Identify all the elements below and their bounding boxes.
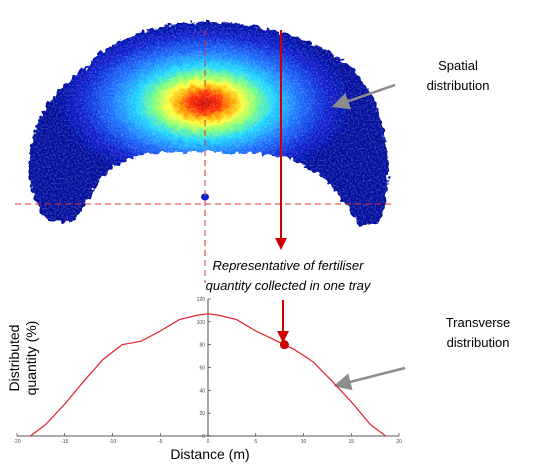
y-axis-label-line1: Distributed (6, 298, 23, 418)
x-tick-label: -10 (109, 439, 116, 445)
transverse-pointer-arrow (342, 368, 405, 384)
tray-point-marker (280, 340, 289, 349)
x-tick-label: 15 (348, 439, 354, 445)
x-tick-label: 20 (396, 439, 402, 445)
y-tick-label: 100 (197, 320, 206, 326)
representative-label-line1: Representative of fertiliser (168, 256, 408, 276)
transverse-label-line2: distribution (418, 333, 538, 353)
y-tick-label: 60 (199, 366, 205, 372)
x-tick-label: -15 (61, 439, 68, 445)
y-tick-label: 20 (199, 411, 205, 417)
y-tick-label: 0 (202, 434, 205, 440)
spatial-distribution-label: Spatial distribution (398, 56, 518, 96)
x-tick-label: -20 (13, 439, 20, 445)
heatmap-speckle (29, 22, 388, 226)
y-tick-label: 40 (199, 388, 205, 394)
y-tick-label: 80 (199, 343, 205, 349)
representative-label-line2: quantity collected in one tray (168, 276, 408, 296)
transverse-distribution-label: Transverse distribution (418, 313, 538, 353)
spatial-label-line1: Spatial (398, 56, 518, 76)
x-axis-label: Distance (m) (140, 445, 280, 463)
spatial-label-line2: distribution (398, 76, 518, 96)
y-axis-label: Distributed quantity (%) (6, 298, 54, 418)
y-ticks: 0 20 40 60 80 100 120 (197, 297, 211, 440)
y-axis-label-line2: quantity (%) (23, 298, 40, 418)
representative-label: Representative of fertiliser quantity co… (168, 256, 408, 296)
transverse-label-line1: Transverse (418, 313, 538, 333)
y-tick-label: 120 (197, 297, 206, 303)
x-tick-label: 10 (301, 439, 307, 445)
